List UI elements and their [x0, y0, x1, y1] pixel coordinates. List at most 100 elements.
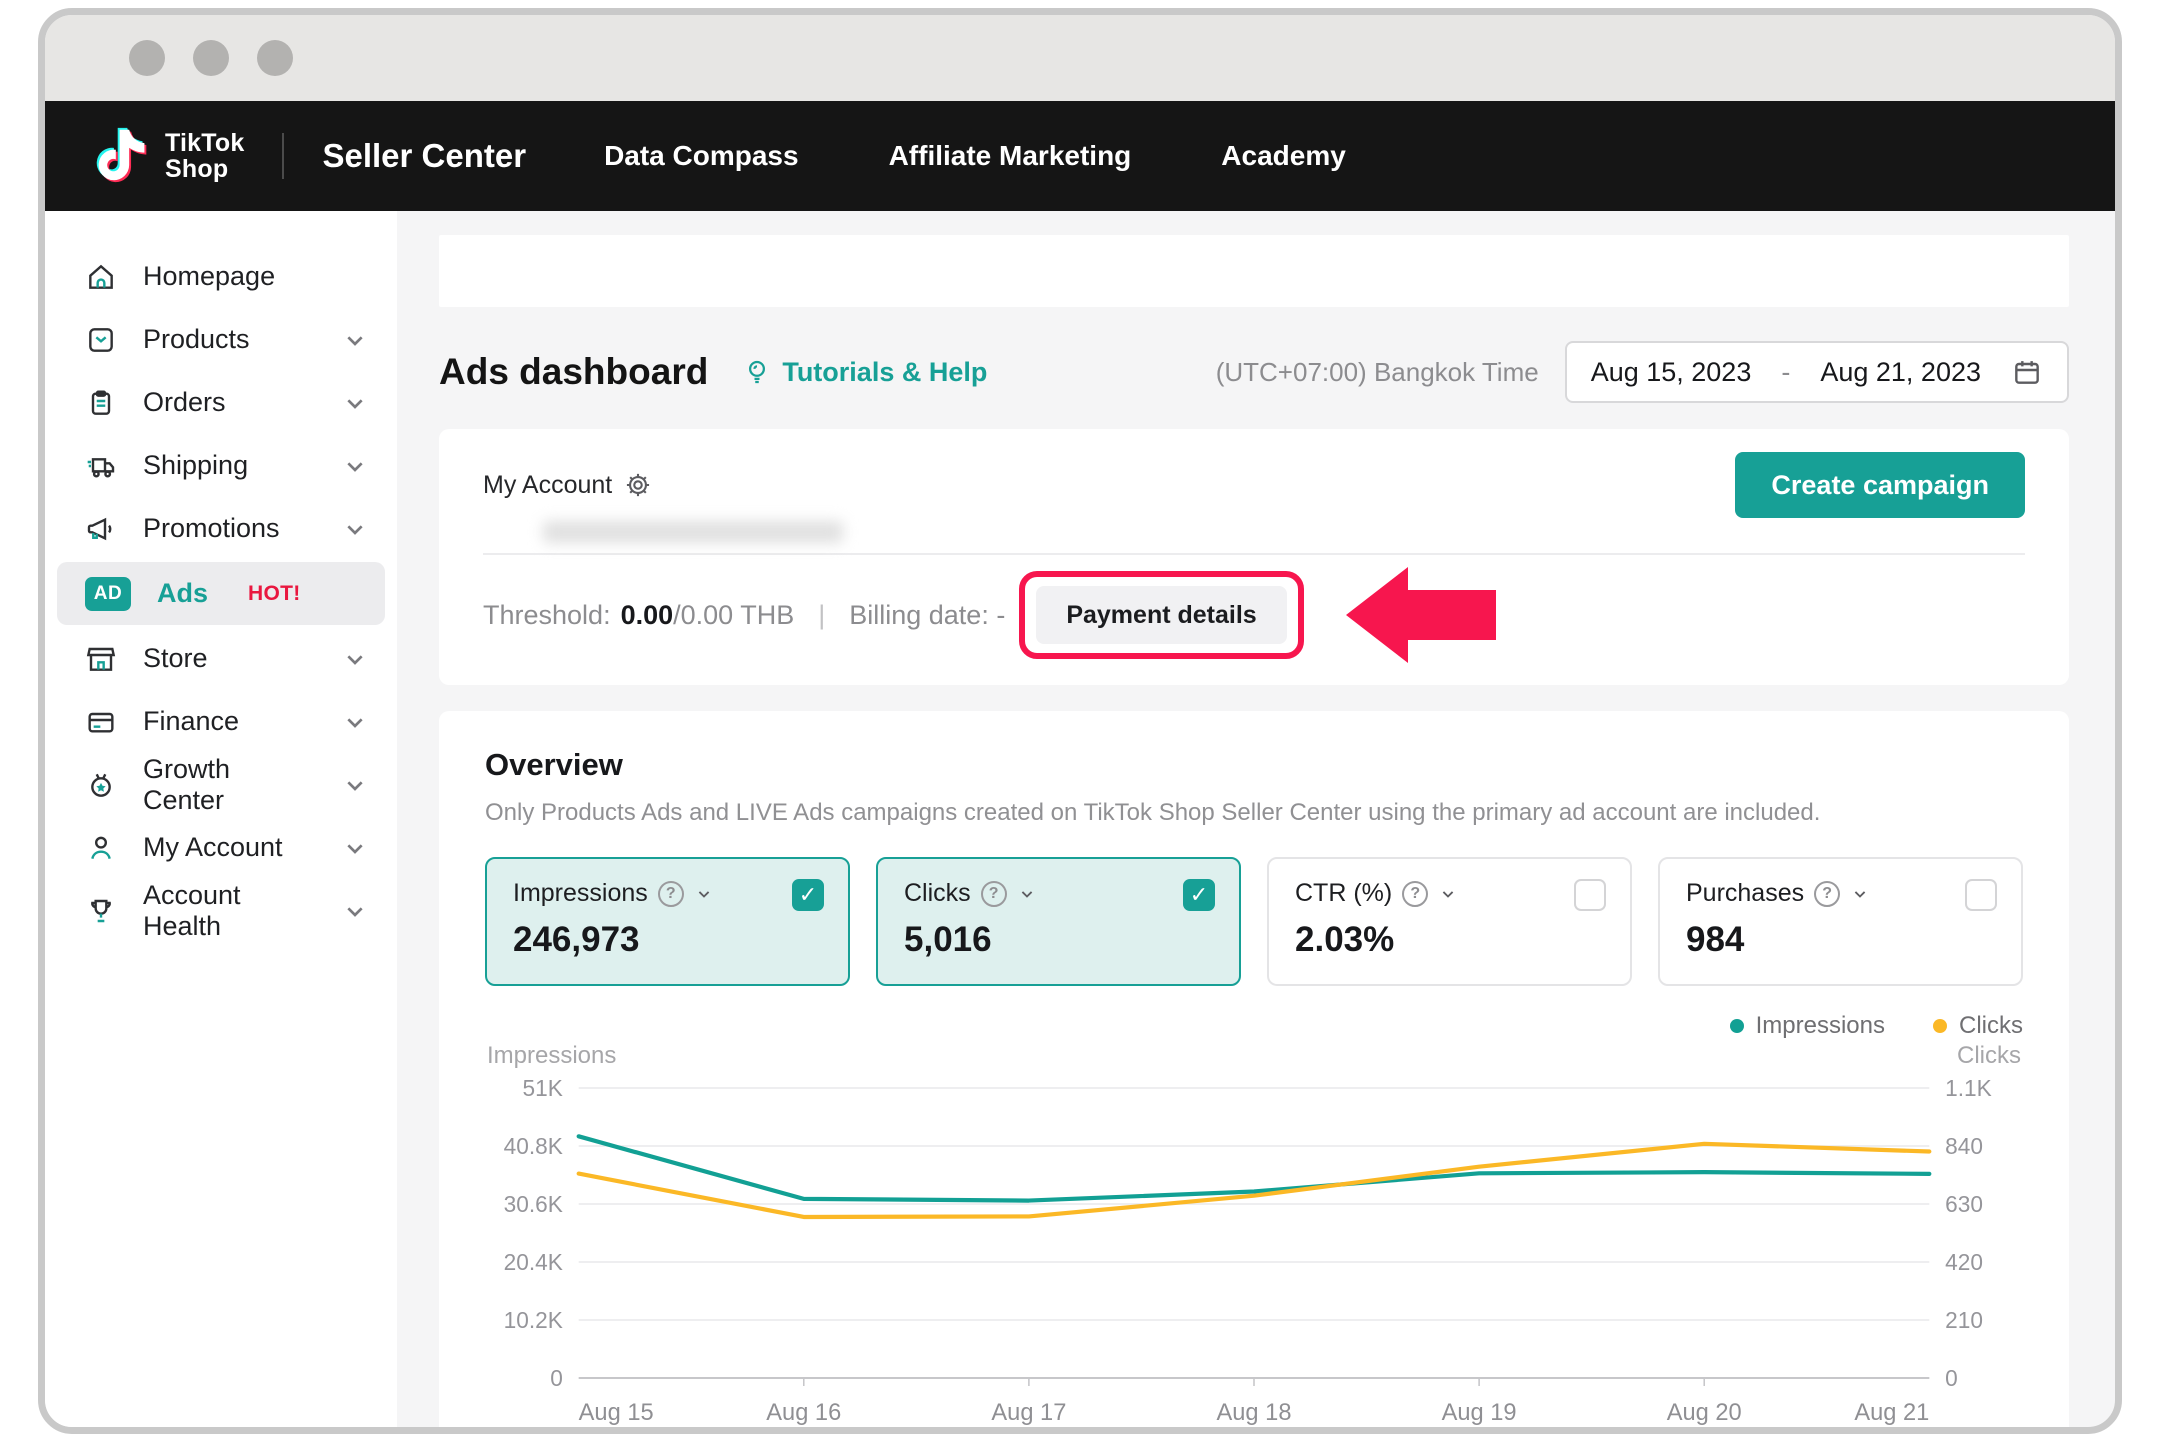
home-icon — [89, 264, 113, 289]
metric-card-ctr[interactable]: CTR (%) ? 2.03% — [1267, 857, 1632, 986]
help-circle-icon[interactable]: ? — [980, 880, 1007, 907]
calendar-icon — [2015, 361, 2039, 384]
window-control-dot[interactable] — [129, 40, 165, 76]
chevron-down-icon — [347, 524, 363, 535]
threshold-value: 0.00 — [620, 599, 674, 630]
chevron-down-icon — [347, 843, 363, 854]
svg-text:40.8K: 40.8K — [504, 1133, 563, 1159]
chevron-down-icon — [347, 398, 363, 409]
metric-label: Impressions — [513, 879, 648, 907]
date-start: Aug 15, 2023 — [1590, 356, 1752, 387]
divider — [483, 553, 2025, 555]
separator: | — [818, 599, 826, 630]
metric-checkbox-unchecked[interactable] — [1574, 879, 1606, 911]
chevron-down-icon[interactable] — [1017, 884, 1037, 904]
main-content: Ads dashboard Tutorials & Help (UTC+07:0… — [397, 211, 2115, 1427]
sidebar-item-label: Shipping — [143, 450, 249, 480]
metric-card-purchases[interactable]: Purchases ? 984 — [1658, 857, 2023, 986]
create-campaign-button[interactable]: Create campaign — [1735, 452, 2025, 518]
billing-date-label: Billing date: - — [849, 599, 1006, 630]
tiktok-note-icon — [96, 127, 147, 183]
gear-icon[interactable] — [624, 471, 652, 499]
sidebar-item-shipping[interactable]: Shipping — [45, 434, 397, 497]
billing-threshold-row: Threshold: 0.00 /0.00 THB | Billing date… — [483, 567, 2025, 663]
store-icon — [86, 647, 116, 671]
chevron-down-icon — [347, 717, 363, 728]
nav-seller-center[interactable]: Seller Center — [322, 137, 527, 174]
metric-card-clicks[interactable]: Clicks ? 5,016 — [876, 857, 1241, 986]
redacted-account-info — [543, 521, 843, 543]
my-account-card: My Account Create campaign Threshold: 0.… — [439, 429, 2069, 685]
chevron-down-icon — [347, 654, 363, 665]
help-circle-icon[interactable]: ? — [1814, 880, 1841, 907]
sidebar-item-homepage[interactable]: Homepage — [45, 245, 397, 308]
shipping-icon — [87, 457, 115, 477]
chevron-down-icon — [347, 906, 363, 917]
chevron-down-icon — [347, 461, 363, 472]
right-axis-label: Clicks — [1957, 1042, 2021, 1069]
overview-subtitle: Only Products Ads and LIVE Ads campaigns… — [485, 799, 1821, 826]
svg-text:10.2K: 10.2K — [504, 1307, 563, 1333]
svg-text:51K: 51K — [523, 1075, 563, 1101]
timezone-label: (UTC+07:00) Bangkok Time — [1215, 356, 1539, 387]
growth-center-icon — [91, 773, 111, 797]
metric-checkbox-checked[interactable] — [792, 879, 824, 911]
legend-clicks[interactable]: Clicks — [1933, 1012, 2023, 1040]
sidebar-item-store[interactable]: Store — [45, 627, 397, 690]
tutorials-help-link[interactable]: Tutorials & Help — [742, 357, 987, 388]
breadcrumb-strip — [439, 235, 2069, 307]
chevron-down-icon[interactable] — [694, 884, 714, 904]
sidebar-item-label: Promotions — [143, 513, 280, 543]
svg-text:Aug 17: Aug 17 — [991, 1399, 1066, 1426]
left-axis-label: Impressions — [487, 1042, 617, 1069]
chevron-down-icon[interactable] — [1438, 884, 1458, 904]
sidebar-item-label: Ads — [157, 578, 209, 608]
help-circle-icon[interactable]: ? — [1402, 880, 1429, 907]
threshold-label: Threshold: — [483, 599, 611, 630]
date-range-picker[interactable]: Aug 15, 2023 - Aug 21, 2023 — [1564, 341, 2069, 403]
tutorials-help-label: Tutorials & Help — [782, 356, 988, 387]
svg-text:210: 210 — [1945, 1307, 1983, 1333]
sidebar-item-label: Orders — [143, 387, 226, 417]
sidebar-item-label: Finance — [143, 706, 240, 736]
metric-label: CTR (%) — [1295, 879, 1393, 907]
sidebar-item-promotions[interactable]: Promotions — [45, 497, 397, 560]
sidebar-item-finance[interactable]: Finance — [45, 690, 397, 753]
lightbulb-icon — [749, 360, 766, 384]
help-circle-icon[interactable]: ? — [657, 880, 684, 907]
sidebar-item-my-account[interactable]: My Account — [45, 816, 397, 879]
arrow-head — [1345, 567, 1408, 663]
brand-text: TikTok Shop — [165, 130, 244, 182]
sidebar-item-ads[interactable]: AD Ads HOT! — [57, 562, 385, 625]
svg-text:1.1K: 1.1K — [1945, 1075, 1992, 1101]
date-end: Aug 21, 2023 — [1820, 356, 1981, 387]
arrow-shaft — [1405, 590, 1496, 640]
tiktok-shop-logo[interactable]: TikTok Shop — [93, 125, 244, 187]
window-control-dot[interactable] — [257, 40, 293, 76]
metric-checkbox-checked[interactable] — [1183, 879, 1215, 911]
payment-details-button[interactable]: Payment details — [1036, 586, 1287, 644]
window-control-dot[interactable] — [193, 40, 229, 76]
account-health-icon — [91, 899, 111, 922]
sidebar-item-orders[interactable]: Orders — [45, 371, 397, 434]
overview-title: Overview — [485, 747, 623, 782]
svg-text:Aug 18: Aug 18 — [1217, 1399, 1292, 1426]
nav-divider — [282, 133, 285, 179]
orders-icon — [91, 389, 111, 415]
sidebar-item-products[interactable]: Products — [45, 308, 397, 371]
nav-academy[interactable]: Academy — [1221, 140, 1346, 171]
page-title: Ads dashboard — [439, 351, 709, 392]
sidebar-item-growth-center[interactable]: Growth Center — [45, 753, 397, 816]
overview-line-chart: 0 0 10.2K 210 20.4K 420 30.6K 630 40.8K 840 51K 1.1… — [504, 1075, 1992, 1426]
metric-checkbox-unchecked[interactable] — [1965, 879, 1997, 911]
nav-data-compass[interactable]: Data Compass — [604, 140, 799, 171]
legend-impressions[interactable]: Impressions — [1729, 1012, 1885, 1040]
sidebar-item-label: Store — [143, 643, 208, 673]
sidebar-item-account-health[interactable]: Account Health — [45, 879, 397, 942]
nav-affiliate-marketing[interactable]: Affiliate Marketing — [888, 140, 1132, 171]
chevron-down-icon[interactable] — [1850, 884, 1870, 904]
metric-card-impressions[interactable]: Impressions ? 246,973 — [485, 857, 850, 986]
chevron-down-icon — [347, 780, 363, 791]
metric-label: Purchases — [1686, 879, 1805, 907]
products-icon — [89, 327, 113, 352]
